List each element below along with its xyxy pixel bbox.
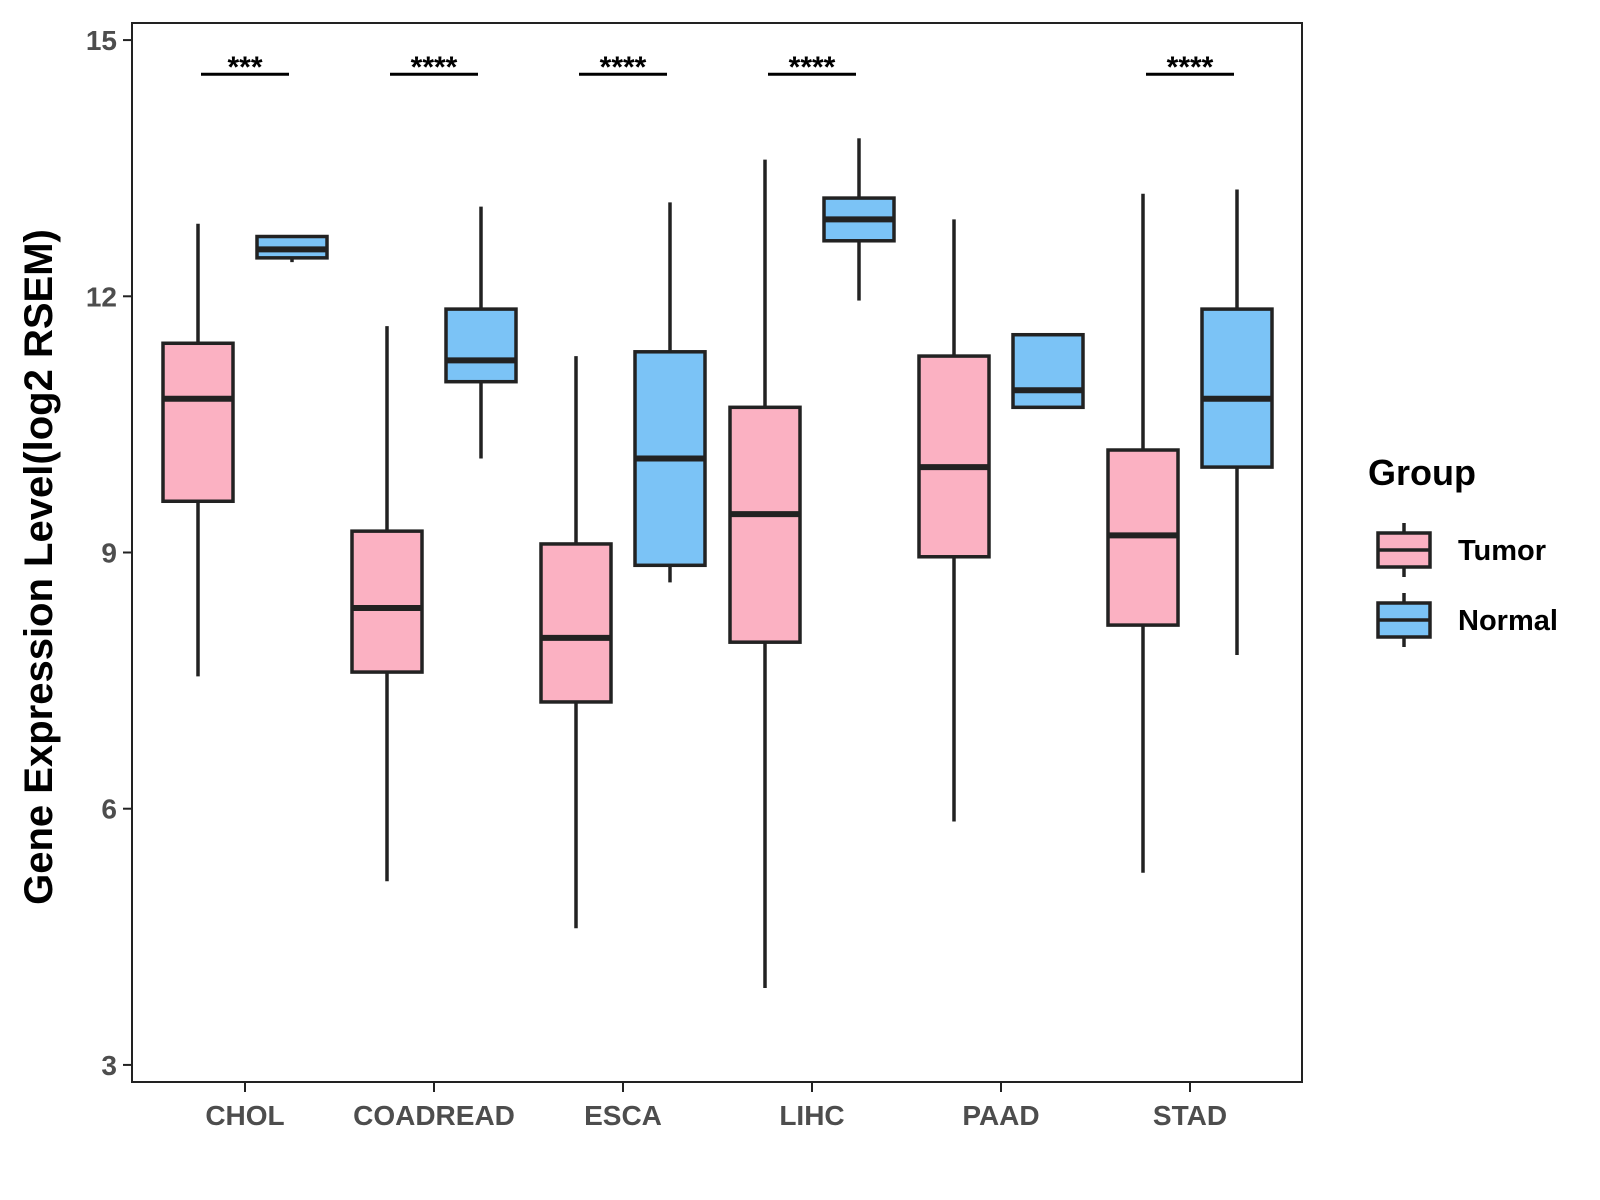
significance-label: **** — [411, 51, 458, 84]
x-tick-label: STAD — [1153, 1100, 1227, 1131]
x-tick-label: PAAD — [962, 1100, 1039, 1131]
tumor-box — [728, 405, 802, 644]
significance-label: **** — [600, 51, 647, 84]
x-tick-label: ESCA — [584, 1100, 662, 1131]
significance-label: *** — [227, 51, 262, 84]
tumor-box — [539, 542, 613, 704]
normal-box — [1011, 332, 1085, 410]
significance-label: **** — [1167, 51, 1214, 84]
y-tick-label: 15 — [86, 25, 117, 56]
y-tick-label: 3 — [101, 1050, 117, 1081]
legend: Group Tumor Normal — [1368, 452, 1558, 647]
y-tick-label: 6 — [101, 794, 117, 825]
tumor-box — [917, 354, 991, 559]
normal-box — [1200, 307, 1274, 469]
y-axis-title: Gene Expression Level(log2 RSEM) — [17, 229, 61, 905]
legend-label-normal: Normal — [1458, 605, 1558, 637]
y-tick-label: 9 — [101, 538, 117, 569]
legend-label-tumor: Tumor — [1458, 535, 1546, 567]
tumor-box — [350, 529, 424, 674]
significance-label: **** — [789, 51, 836, 84]
normal-box — [444, 307, 518, 384]
tumor-box — [161, 341, 235, 504]
legend-title: Group — [1368, 452, 1476, 493]
x-tick-label: COADREAD — [353, 1100, 515, 1131]
x-tick-label: CHOL — [205, 1100, 284, 1131]
y-tick-label: 12 — [86, 281, 117, 312]
x-tick-label: LIHC — [779, 1100, 844, 1131]
